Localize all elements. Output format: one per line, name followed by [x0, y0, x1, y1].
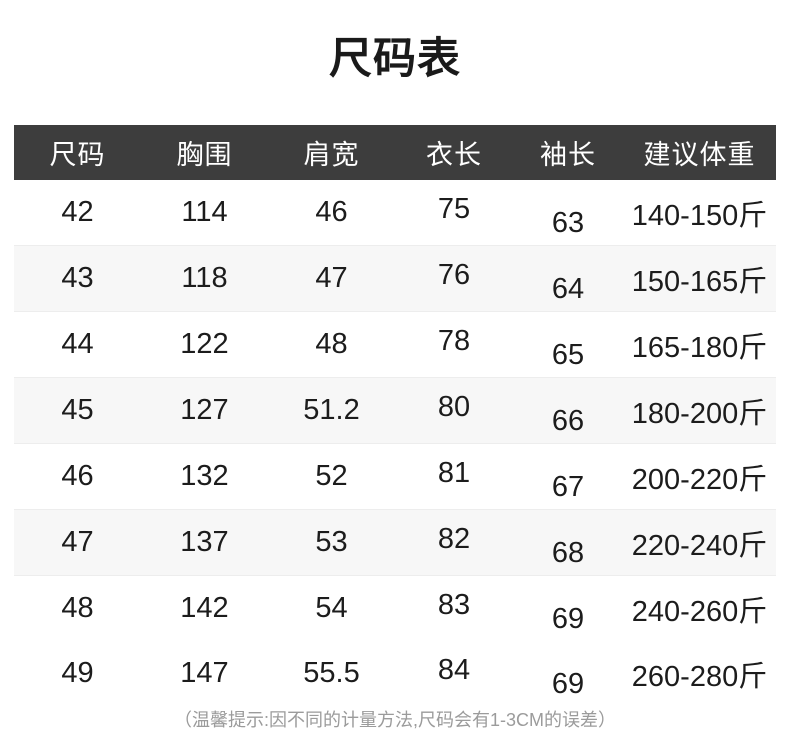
page-title: 尺码表	[329, 35, 461, 83]
cell-size: 43	[14, 245, 141, 312]
cell-length: 78	[395, 312, 513, 378]
cell-shoulder: 51.2	[268, 377, 395, 444]
column-header-sleeve-length: 袖长	[540, 140, 596, 170]
cell-length: 83	[395, 576, 513, 642]
cell-size: 48	[61, 592, 94, 624]
cell-shoulder: 47	[268, 245, 395, 312]
cell-weight: 165-180斤	[631, 331, 768, 364]
cell-sleeve-value: 64	[551, 273, 585, 305]
cell-sleeve-value: 66	[551, 405, 585, 437]
cell-weight: 140-150斤	[631, 199, 768, 232]
cell-bust: 137	[141, 509, 268, 576]
cell-length-value: 83	[437, 589, 471, 621]
cell-shoulder: 54	[315, 592, 348, 624]
measurement-disclaimer-note: （温馨提示:因不同的计量方法,尺码会有1-3CM的误差）	[173, 710, 616, 730]
cell-sleeve: 63	[513, 180, 623, 246]
table-row: 49 147 55.5 84 69 260-280斤	[14, 641, 776, 706]
cell-length-value: 75	[437, 193, 471, 225]
column-header-size: 尺码	[49, 140, 106, 170]
table-row: 46 132 52 81 67 200-220斤	[14, 444, 776, 510]
size-chart-table: 尺码 胸围 肩宽 衣长 袖长 建议体重 42 114 46 75 63 140-…	[14, 125, 776, 706]
cell-bust: 142	[180, 592, 229, 624]
cell-length-value: 81	[437, 457, 471, 489]
cell-sleeve-value: 69	[551, 603, 585, 635]
cell-bust: 114	[181, 196, 228, 228]
cell-size: 49	[61, 657, 94, 689]
table-body: 42 114 46 75 63 140-150斤 43 118 47 76 64…	[14, 180, 776, 706]
table-row: 48 142 54 83 69 240-260斤	[14, 576, 776, 642]
column-header-shoulder-width: 肩宽	[303, 140, 360, 170]
cell-size: 45	[14, 377, 141, 444]
cell-length: 82	[395, 509, 513, 576]
cell-bust: 118	[141, 245, 268, 312]
cell-shoulder: 52	[315, 460, 348, 492]
cell-bust: 147	[180, 657, 229, 689]
table-row: 43 118 47 76 64 150-165斤	[14, 245, 776, 312]
cell-length-value: 84	[437, 654, 471, 686]
cell-weight: 220-240斤	[623, 509, 776, 576]
cell-shoulder: 55.5	[303, 657, 360, 689]
cell-sleeve-value: 68	[551, 537, 585, 569]
cell-sleeve: 69	[513, 576, 623, 642]
cell-length: 75	[395, 180, 513, 246]
column-header-bust: 胸围	[176, 140, 233, 170]
cell-sleeve-value: 63	[551, 207, 585, 239]
cell-sleeve-value: 69	[551, 668, 585, 700]
cell-bust: 122	[180, 328, 229, 360]
cell-length: 80	[395, 377, 513, 444]
cell-sleeve-value: 65	[551, 339, 585, 371]
cell-shoulder: 46	[315, 196, 348, 228]
cell-weight: 260-280斤	[631, 660, 768, 693]
cell-length-value: 82	[437, 523, 471, 555]
cell-length-value: 80	[437, 391, 471, 423]
table-row: 42 114 46 75 63 140-150斤	[14, 180, 776, 246]
cell-sleeve: 68	[513, 509, 623, 576]
table-row: 47 137 53 82 68 220-240斤	[14, 509, 776, 576]
cell-length: 76	[395, 245, 513, 312]
cell-length: 84	[395, 641, 513, 706]
cell-sleeve: 66	[513, 377, 623, 444]
cell-sleeve: 64	[513, 245, 623, 312]
column-header-garment-length: 衣长	[426, 140, 482, 170]
cell-weight: 240-260斤	[631, 595, 768, 628]
cell-length-value: 76	[437, 259, 471, 291]
cell-sleeve-value: 67	[551, 471, 585, 503]
cell-weight: 180-200斤	[623, 377, 776, 444]
table-row: 44 122 48 78 65 165-180斤	[14, 312, 776, 378]
cell-sleeve: 69	[513, 641, 623, 706]
table-row: 45 127 51.2 80 66 180-200斤	[14, 377, 776, 444]
column-header-suggested-weight: 建议体重	[643, 140, 756, 170]
cell-length: 81	[395, 444, 513, 510]
cell-size: 47	[14, 509, 141, 576]
cell-shoulder: 53	[268, 509, 395, 576]
cell-shoulder: 48	[315, 328, 348, 360]
table-header-row: 尺码 胸围 肩宽 衣长 袖长 建议体重	[14, 125, 776, 180]
cell-size: 42	[61, 196, 94, 228]
cell-sleeve: 65	[513, 312, 623, 378]
cell-weight: 150-165斤	[623, 245, 776, 312]
cell-size: 46	[61, 460, 94, 492]
cell-size: 44	[61, 328, 94, 360]
cell-weight: 200-220斤	[631, 463, 768, 496]
cell-sleeve: 67	[513, 444, 623, 510]
cell-length-value: 78	[437, 325, 471, 357]
cell-bust: 132	[180, 460, 229, 492]
cell-bust: 127	[141, 377, 268, 444]
